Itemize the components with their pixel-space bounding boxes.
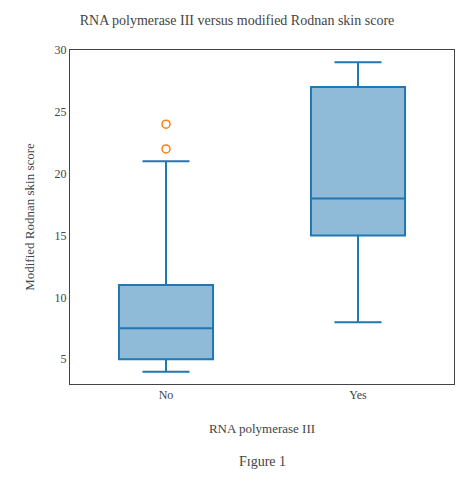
svg-text:Modified Rodnan skin score: Modified Rodnan skin score bbox=[22, 143, 37, 291]
svg-text:25: 25 bbox=[55, 105, 67, 119]
svg-text:15: 15 bbox=[55, 229, 67, 243]
svg-text:RNA polymerase III versus modi: RNA polymerase III versus modified Rodna… bbox=[80, 13, 395, 28]
svg-text:5: 5 bbox=[61, 352, 67, 366]
svg-text:RNA polymerase III: RNA polymerase III bbox=[209, 421, 315, 436]
svg-text:20: 20 bbox=[55, 167, 67, 181]
svg-text:No: No bbox=[159, 388, 174, 402]
svg-text:Yes: Yes bbox=[349, 388, 367, 402]
svg-text:Fɪgure 1: Fɪgure 1 bbox=[239, 454, 286, 469]
svg-text:30: 30 bbox=[55, 43, 67, 57]
svg-text:10: 10 bbox=[55, 291, 67, 305]
